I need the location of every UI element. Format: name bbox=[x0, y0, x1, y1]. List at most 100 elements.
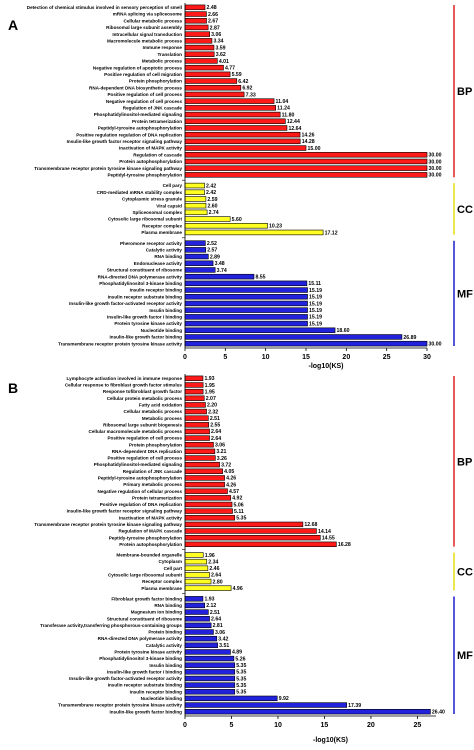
value-label: 4.26 bbox=[226, 482, 236, 488]
bar bbox=[184, 273, 255, 280]
bar bbox=[184, 189, 205, 195]
category-label: Metabolic process bbox=[142, 59, 183, 64]
bar bbox=[184, 58, 218, 64]
value-label: 15.19 bbox=[309, 295, 322, 301]
category-label: Receptor complex bbox=[142, 579, 182, 584]
value-label: 6.92 bbox=[242, 86, 252, 92]
value-label: 5.35 bbox=[236, 670, 246, 676]
bar bbox=[184, 408, 207, 415]
value-label: 15.19 bbox=[309, 315, 322, 321]
bar bbox=[184, 395, 205, 401]
bar bbox=[184, 131, 301, 138]
value-label: 3.74 bbox=[217, 268, 227, 274]
value-label: 2.51 bbox=[210, 610, 220, 616]
category-label: Insulin-like growth factor-activated rec… bbox=[69, 676, 182, 681]
category-label: RNA-dependent DNA replication bbox=[112, 449, 182, 454]
value-label: 12.44 bbox=[287, 119, 300, 125]
value-label: 11.24 bbox=[277, 106, 290, 112]
category-label: Insulin receptor binding bbox=[130, 689, 183, 694]
value-label: 2.81 bbox=[213, 623, 223, 629]
bar bbox=[184, 689, 236, 695]
value-label: 1.93 bbox=[204, 376, 214, 382]
value-label: 30.00 bbox=[429, 153, 442, 159]
bar bbox=[184, 388, 204, 395]
bar bbox=[184, 534, 321, 541]
bar bbox=[184, 253, 209, 260]
bar bbox=[184, 448, 216, 455]
value-label: 30.00 bbox=[429, 173, 442, 179]
category-label: Cytosolic large ribosomal subunit bbox=[108, 572, 182, 577]
bar bbox=[184, 98, 275, 104]
value-label: 2.80 bbox=[213, 579, 223, 585]
value-label: 26.40 bbox=[432, 709, 445, 715]
category-label: Insulin receptor substrate binding bbox=[108, 294, 182, 299]
bar bbox=[184, 111, 281, 118]
category-label: Insulin-like growth factor receptor sign… bbox=[67, 509, 183, 514]
value-label: 2.64 bbox=[211, 617, 221, 623]
group-label: MF bbox=[457, 288, 473, 300]
group-label: BP bbox=[457, 86, 472, 98]
category-label: Immune response bbox=[143, 45, 183, 50]
bar bbox=[184, 4, 206, 11]
bar bbox=[184, 635, 218, 642]
category-label: Pheromone receptor activity bbox=[120, 241, 182, 246]
bar bbox=[184, 158, 428, 165]
group-bp: Detection of chemical stimulus involved … bbox=[27, 4, 472, 181]
bar bbox=[184, 708, 431, 715]
group-cc: Cell pary 2.42 CRD-mediated mRNA stability… bbox=[97, 182, 473, 239]
category-label: Membrane-bounded organelle bbox=[116, 553, 182, 558]
category-label: Cytoplasmic stress granule bbox=[122, 197, 182, 202]
category-label: Detection of chemical stimulus involved … bbox=[27, 5, 182, 10]
x-tick-label: 20 bbox=[367, 722, 375, 729]
bar bbox=[184, 202, 207, 209]
bar bbox=[184, 196, 207, 202]
value-label: 2.64 bbox=[211, 436, 221, 442]
category-label: Regulation of cascade bbox=[133, 152, 182, 157]
value-label: 2.42 bbox=[206, 190, 216, 196]
category-label: Positive regulation of cell migration bbox=[104, 72, 182, 77]
bar bbox=[184, 125, 288, 131]
category-label: Metabolic process bbox=[142, 416, 183, 421]
category-label: Phosphatidylinositol-mediated signaling bbox=[94, 112, 183, 117]
x-tick-label: 25 bbox=[383, 354, 391, 361]
category-label: Insulin-like growth factor I binding bbox=[107, 314, 182, 319]
bar bbox=[184, 528, 317, 534]
bar bbox=[184, 541, 337, 548]
bar bbox=[184, 280, 308, 287]
value-label: 11.80 bbox=[282, 112, 295, 118]
bar bbox=[184, 307, 308, 313]
x-tick-label: 5 bbox=[223, 354, 227, 361]
x-tick-label: 25 bbox=[414, 722, 422, 729]
value-label: 2.46 bbox=[209, 566, 219, 572]
category-label: Transmembrane receptor protein tyrosine … bbox=[34, 522, 182, 527]
bar bbox=[184, 334, 403, 340]
category-label: Phosphatidylinositol-mediated signaling bbox=[94, 462, 183, 467]
bar bbox=[184, 247, 207, 253]
group-label: CC bbox=[457, 204, 473, 216]
value-label: 5.35 bbox=[236, 690, 246, 696]
group-label: BP bbox=[457, 456, 472, 468]
bar bbox=[184, 468, 223, 474]
category-label: Cellular metabolic process bbox=[124, 18, 183, 23]
x-tick-label: 10 bbox=[262, 354, 270, 361]
bar bbox=[184, 435, 210, 441]
category-label: Transmembrane receptor protein tyrosine … bbox=[34, 166, 182, 171]
value-label: 5.59 bbox=[232, 72, 242, 78]
category-label: RNA binding bbox=[154, 254, 182, 259]
bar bbox=[184, 267, 216, 273]
category-label: Nucleotide binding bbox=[141, 696, 183, 701]
bar bbox=[184, 649, 231, 655]
category-label: Transmembrane receptor protein tyrosine … bbox=[58, 703, 182, 708]
category-label: Protein autophosphorylation bbox=[119, 159, 182, 164]
value-label: 2.51 bbox=[210, 416, 220, 422]
bar bbox=[184, 616, 210, 622]
category-label: Fatty acid oxidation bbox=[139, 402, 182, 407]
bar bbox=[184, 578, 212, 585]
value-label: 30.00 bbox=[429, 159, 442, 165]
category-label: Ribosomal large subunit biogenesis bbox=[103, 422, 182, 427]
value-label: 10.23 bbox=[269, 224, 282, 230]
category-label: Structural constituent of ribosome bbox=[107, 616, 183, 621]
bar bbox=[184, 481, 225, 488]
bar bbox=[184, 152, 428, 158]
bar bbox=[184, 18, 207, 24]
